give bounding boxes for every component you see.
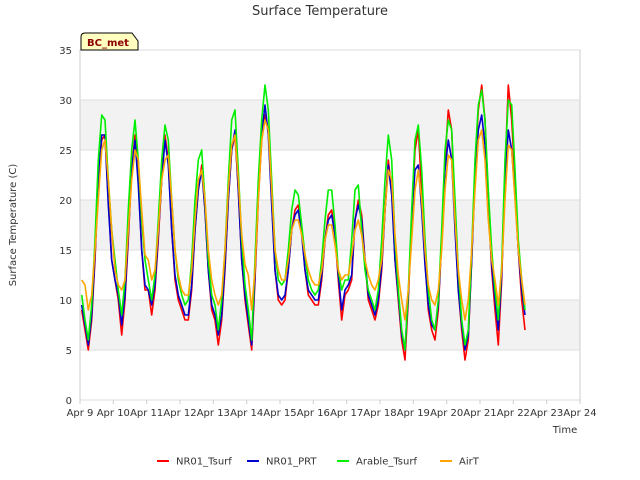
x-tick-label: Apr 17	[330, 408, 363, 419]
background-band	[80, 300, 580, 350]
y-tick-label: 5	[66, 346, 72, 357]
legend-label: NR01_Tsurf	[176, 457, 232, 468]
y-tick-label: 25	[59, 146, 72, 157]
y-tick-label: 30	[59, 96, 72, 107]
x-tick-label: Apr 24	[563, 408, 596, 419]
legend-label: AirT	[459, 457, 480, 468]
x-tick-label: Apr 21	[463, 408, 496, 419]
x-tick-label: Apr 23	[530, 408, 563, 419]
x-tick-label: Apr 22	[497, 408, 530, 419]
series-line-airt	[81, 119, 526, 321]
x-tick-label: Apr 18	[363, 408, 396, 419]
background-band	[80, 100, 580, 150]
station-badge: BC_met	[80, 32, 139, 51]
x-tick-label: Apr 19	[397, 408, 430, 419]
x-tick-label: Apr 16	[297, 408, 330, 419]
legend: NR01_Tsurf NR01_PRT Arable_Tsurf AirT	[157, 457, 480, 468]
y-axis-label: Surface Temperature (C)	[8, 164, 19, 287]
x-tick-label: Apr 12	[163, 408, 196, 419]
x-tick-label: Apr 15	[263, 408, 296, 419]
y-tick-label: 35	[59, 46, 72, 57]
y-tick-label: 10	[59, 296, 72, 307]
legend-label: Arable_Tsurf	[356, 457, 417, 468]
chart-title: Surface Temperature	[252, 4, 388, 19]
legend-label: NR01_PRT	[266, 457, 317, 468]
x-tick-label: Apr 14	[230, 408, 263, 419]
x-tick-label: Apr 13	[197, 408, 230, 419]
x-tick-label: Apr 9	[67, 408, 94, 419]
x-tick-label: Apr 11	[130, 408, 163, 419]
badge-shape	[80, 32, 139, 51]
y-tick-label: 15	[59, 246, 72, 257]
badge-label: BC_met	[87, 38, 129, 49]
x-tick-label: Apr 20	[430, 408, 463, 419]
data-series	[80, 84, 526, 361]
x-axis-label: Time	[552, 425, 577, 436]
y-tick-label: 20	[59, 196, 72, 207]
y-tick-label: 0	[66, 396, 72, 407]
x-tick-label: Apr 10	[97, 408, 130, 419]
x-axis: Apr 9 Apr 10 Apr 11 Apr 12 Apr 13 Apr 14 Apr 1…	[67, 400, 597, 419]
